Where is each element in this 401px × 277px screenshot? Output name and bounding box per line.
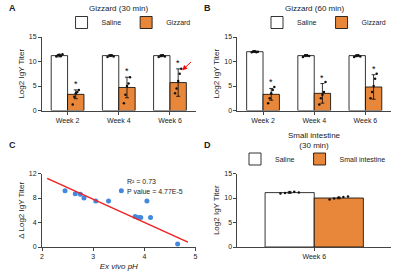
svg-text:Week 6: Week 6	[354, 117, 378, 124]
svg-text:Week 6: Week 6	[158, 117, 182, 124]
svg-text:12: 12	[29, 170, 37, 177]
svg-text:Small intestine(30 min): Small intestine(30 min)	[288, 131, 341, 150]
svg-text:*: *	[125, 66, 129, 76]
svg-text:*: *	[176, 58, 180, 68]
svg-text:5: 5	[228, 82, 232, 89]
svg-text:Δ Log2 IgY Titer: Δ Log2 IgY Titer	[17, 182, 26, 239]
svg-text:*: *	[320, 73, 324, 83]
svg-text:*: *	[74, 79, 78, 89]
svg-text:Log2 IgY Titer: Log2 IgY Titer	[212, 49, 221, 99]
svg-text:B: B	[204, 3, 211, 13]
svg-text:*: *	[269, 77, 273, 87]
svg-text:2: 2	[40, 253, 44, 260]
svg-text:Saline: Saline	[275, 156, 295, 163]
svg-text:P value = 4.77E-5: P value = 4.77E-5	[127, 188, 183, 195]
svg-text:Small intestine: Small intestine	[340, 156, 386, 163]
svg-text:3: 3	[91, 253, 95, 260]
svg-text:10: 10	[224, 194, 232, 201]
svg-text:Gizzard (60 min): Gizzard (60 min)	[285, 4, 344, 13]
svg-text:10: 10	[224, 58, 232, 65]
svg-text:15: 15	[224, 170, 232, 177]
svg-text:A: A	[9, 3, 16, 13]
svg-text:Week 2: Week 2	[56, 117, 80, 124]
svg-text:D: D	[204, 140, 211, 150]
svg-text:10: 10	[29, 58, 37, 65]
svg-text:15: 15	[224, 33, 232, 40]
svg-text:5: 5	[194, 253, 198, 260]
svg-text:*: *	[372, 64, 376, 74]
svg-text:C: C	[9, 140, 16, 150]
svg-text:Week 6: Week 6	[302, 253, 326, 260]
svg-text:Log2 IgY Titer: Log2 IgY Titer	[212, 185, 221, 235]
svg-text:Log2 IgY Titer: Log2 IgY Titer	[17, 49, 26, 99]
svg-text:Ex vivo pH: Ex vivo pH	[100, 262, 138, 271]
svg-text:4: 4	[33, 219, 37, 226]
svg-text:Gizzard: Gizzard	[362, 19, 386, 26]
svg-text:0: 0	[33, 107, 37, 114]
svg-text:5: 5	[228, 219, 232, 226]
svg-text:R² = 0.73: R² = 0.73	[127, 178, 156, 185]
svg-text:4: 4	[142, 253, 146, 260]
svg-text:Saline: Saline	[102, 19, 122, 26]
svg-text:Saline: Saline	[297, 19, 317, 26]
svg-text:Week 4: Week 4	[107, 117, 131, 124]
svg-text:Gizzard: Gizzard	[166, 19, 190, 26]
svg-text:Gizzard (30 min): Gizzard (30 min)	[89, 4, 148, 13]
svg-text:Week 4: Week 4	[302, 117, 326, 124]
svg-text:0: 0	[33, 243, 37, 250]
svg-text:8: 8	[33, 194, 37, 201]
svg-text:0: 0	[228, 243, 232, 250]
svg-text:5: 5	[33, 82, 37, 89]
svg-text:Week 2: Week 2	[251, 117, 275, 124]
svg-text:15: 15	[29, 33, 37, 40]
svg-text:0: 0	[228, 107, 232, 114]
